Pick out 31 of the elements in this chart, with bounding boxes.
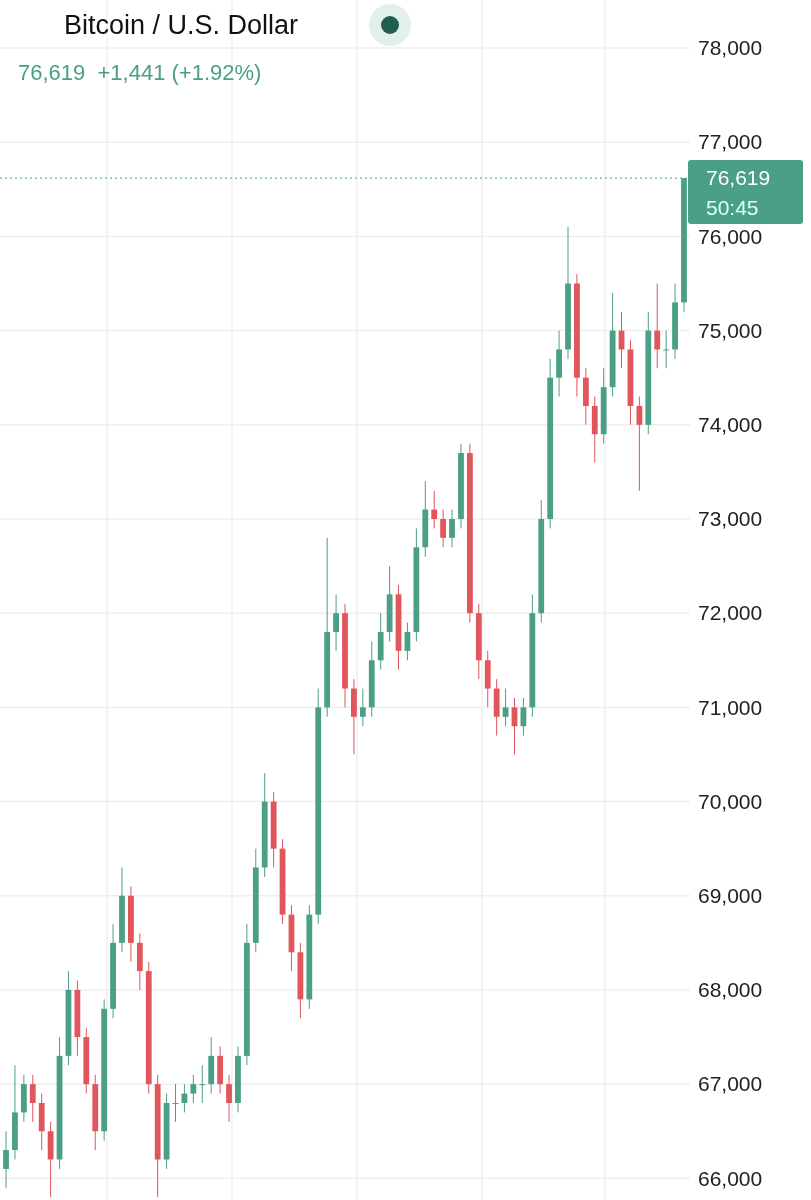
y-tick-label: 76,000 [698, 224, 763, 248]
candlestick [333, 593, 339, 652]
y-tick-label: 74,000 [698, 413, 763, 437]
candlestick [449, 509, 455, 548]
y-tick-label: 72,000 [698, 601, 763, 625]
candlestick [3, 1130, 9, 1189]
candlestick [636, 396, 643, 492]
y-tick-label: 71,000 [698, 695, 763, 719]
candlestick [502, 688, 509, 727]
candlestick [431, 490, 438, 529]
candlestick [29, 1074, 36, 1123]
candlestick [663, 330, 670, 369]
y-tick-label: 69,000 [698, 883, 763, 907]
candlestick [190, 1074, 197, 1104]
candlestick [359, 688, 366, 727]
candlestick [654, 283, 661, 369]
y-tick-label: 78,000 [698, 36, 763, 60]
y-tick-label: 67,000 [698, 1072, 763, 1096]
candlestick [226, 1074, 232, 1123]
text: 76,619 +1,441 (+1.92%) [18, 60, 262, 85]
y-tick-label: 77,000 [698, 130, 763, 154]
y-tick-label: 75,000 [698, 318, 763, 342]
y-tick-label: 68,000 [698, 978, 763, 1002]
text: 50:45 [706, 196, 759, 220]
y-tick-label: 66,000 [698, 1166, 763, 1190]
y-tick-label: 70,000 [698, 789, 763, 813]
candlestick [199, 1064, 206, 1104]
chart-title: Bitcoin / U.S. Dollar [64, 10, 299, 40]
candlestick [440, 509, 447, 548]
y-tick-label: 73,000 [698, 507, 763, 531]
ref-line-label: 76,619 [706, 166, 771, 190]
